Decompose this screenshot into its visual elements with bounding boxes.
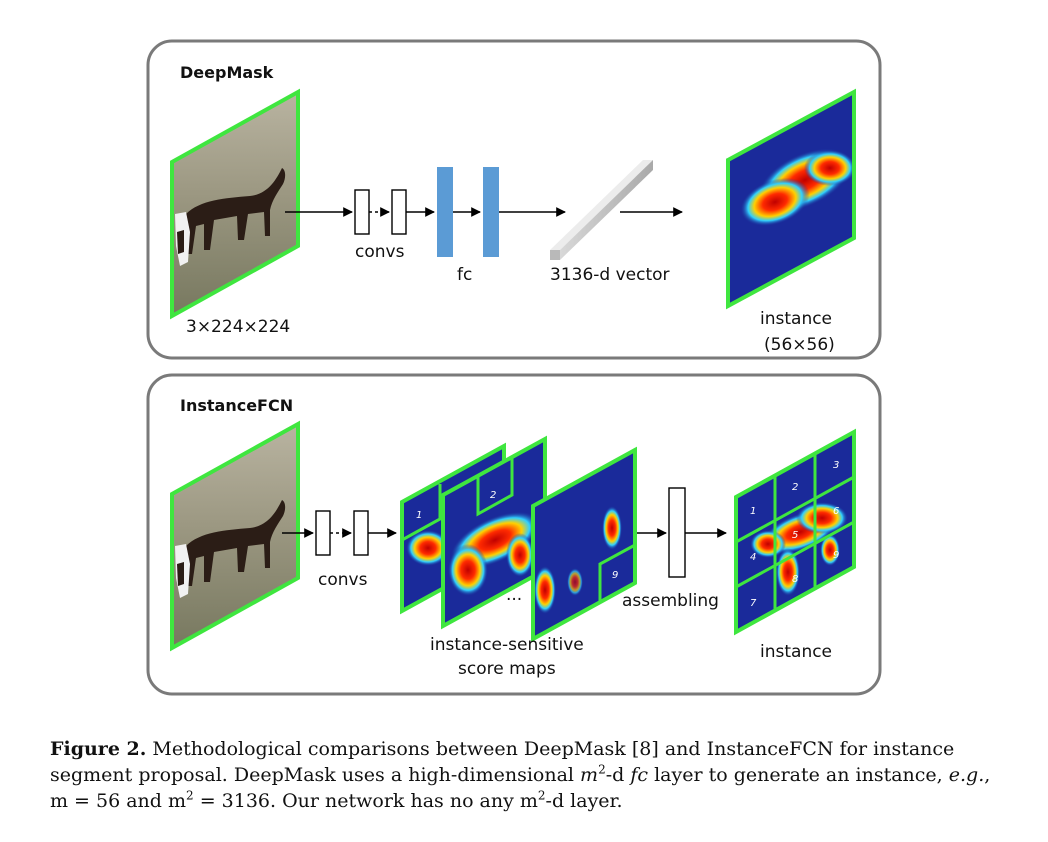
caption-eg: e.g. — [948, 764, 985, 786]
instancefcn-convs-label: convs — [318, 570, 368, 590]
deepmask-output-label-2: (56×56) — [764, 335, 835, 355]
score-map-3: 9 — [531, 446, 637, 643]
grid-cell-number: 7 — [750, 598, 757, 609]
conv-block — [391, 189, 407, 235]
assembled-instance-grid: 1 2 3 4 5 6 7 8 9 — [734, 428, 856, 636]
deepmask-fc-label: fc — [457, 265, 472, 285]
score-maps-label-2: score maps — [458, 659, 556, 679]
caption-fc: fc — [630, 764, 649, 786]
deepmask-vector-label: 3136-d vector — [550, 265, 670, 285]
grid-cell-number: 8 — [792, 574, 798, 585]
instancefcn-panel-border — [146, 373, 882, 696]
fc-layer — [483, 167, 499, 257]
caption-m: m — [580, 764, 599, 786]
grid-cell-number: 1 — [750, 506, 756, 517]
caption-exp: 2 — [186, 788, 194, 803]
caption-exp: 2 — [537, 788, 546, 803]
conv-block — [354, 189, 370, 235]
caption-text-2: -d — [605, 764, 625, 786]
vector-bar — [550, 160, 653, 260]
ellipsis: ... — [506, 585, 522, 605]
instancefcn-output-label: instance — [760, 642, 832, 662]
instancefcn-input-image — [170, 420, 300, 652]
grid-cell-number: 9 — [833, 550, 839, 561]
grid-cell-number: 6 — [833, 506, 839, 517]
instancefcn-panel: InstanceFCN convs 1 — [146, 373, 882, 696]
map-cell-number: 1 — [416, 510, 422, 521]
caption-text-4: , m = 56 and m — [50, 764, 991, 812]
assembling-layer — [668, 487, 686, 578]
deepmask-input-image — [170, 88, 300, 320]
deepmask-input-label: 3×224×224 — [186, 317, 290, 337]
fc-layer — [437, 167, 453, 257]
grid-cell-number: 4 — [750, 552, 756, 563]
figure-label: Figure 2. — [50, 738, 147, 760]
caption-text-5: = 3136. Our network has no any m — [193, 790, 538, 812]
deepmask-output-heatmap — [726, 88, 856, 310]
conv-block — [315, 510, 331, 556]
grid-cell-number: 3 — [833, 460, 839, 471]
instancefcn-title: InstanceFCN — [180, 396, 293, 415]
figure-caption: Figure 2. Methodological comparisons bet… — [50, 736, 1000, 814]
assembling-label: assembling — [622, 591, 719, 611]
deepmask-panel: DeepMask 3×224×224 convs fc 3136-d vecto… — [146, 39, 882, 360]
map-cell-number: 2 — [490, 490, 496, 501]
map-cell-number: 9 — [612, 570, 618, 581]
caption-text-1: Methodological comparisons between DeepM… — [50, 738, 955, 786]
deepmask-convs-label: convs — [355, 242, 405, 262]
score-maps-label-1: instance-sensitive — [430, 635, 584, 655]
caption-text-3: layer to generate an instance, — [654, 764, 943, 786]
caption-exp: 2 — [598, 762, 606, 777]
deepmask-output-label-1: instance — [760, 309, 832, 329]
deepmask-panel-border — [146, 39, 882, 360]
deepmask-title: DeepMask — [180, 63, 274, 82]
score-map-2: 2 — [441, 435, 547, 630]
grid-cell-number: 5 — [792, 530, 798, 541]
caption-text-6: -d layer. — [545, 790, 623, 812]
grid-cell-number: 2 — [792, 482, 798, 493]
conv-block — [353, 510, 369, 556]
